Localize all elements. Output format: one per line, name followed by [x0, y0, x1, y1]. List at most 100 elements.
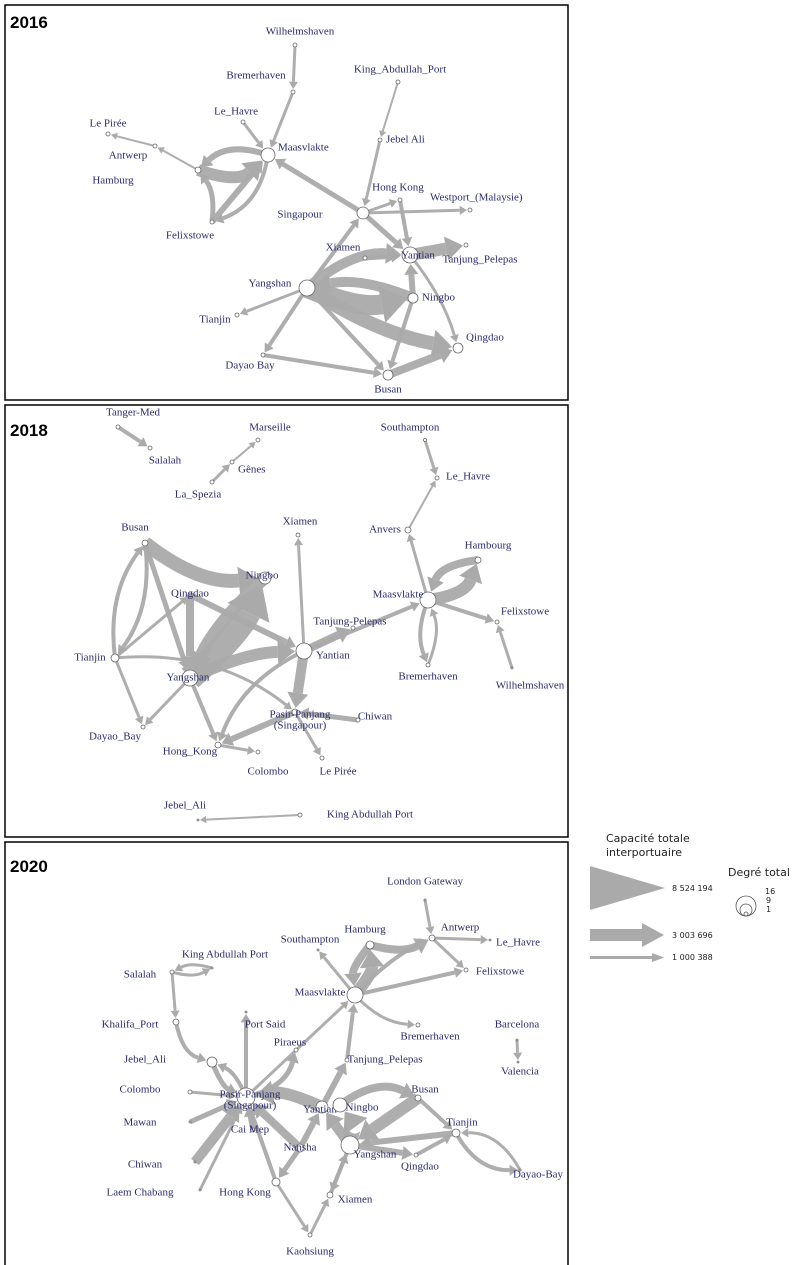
port-node [271, 1177, 281, 1187]
edge [407, 485, 434, 531]
edge [114, 655, 288, 707]
port-label: Ningbo [246, 570, 280, 582]
arrow-head [401, 1145, 414, 1160]
edge [188, 592, 288, 646]
port-label: Hong_Kong [163, 746, 218, 758]
port-node [194, 166, 202, 174]
arrow-head [239, 307, 249, 316]
arrow-head [201, 968, 211, 977]
port-label: Qingdao [466, 332, 504, 344]
arrow-head [137, 437, 148, 447]
edge [230, 709, 297, 743]
arrow-head [459, 205, 468, 215]
port-label: Dayao_Bay [89, 731, 141, 743]
port-label: Dayao Bay [225, 360, 275, 372]
port-label: Antwerp [441, 922, 480, 934]
edge [423, 439, 436, 469]
arrow-head [227, 584, 270, 623]
port-label: Le_Havre [496, 937, 540, 949]
legend-circle [739, 903, 753, 917]
port-node [365, 940, 375, 950]
port-label: (Singapour) [274, 720, 327, 732]
port-node [413, 1152, 419, 1158]
arrow-head [455, 959, 464, 968]
port-node [415, 1022, 421, 1028]
port-node [187, 592, 193, 598]
edge [272, 91, 295, 142]
arrow-head [377, 285, 408, 323]
port-node [298, 279, 316, 297]
port-node [140, 724, 146, 730]
arrow-head [334, 626, 351, 643]
port-label: Colombo [248, 766, 289, 778]
edges [110, 44, 523, 1236]
port-node [297, 812, 303, 818]
arrow-head [277, 639, 296, 665]
port-label: Hong Kong [219, 1187, 271, 1199]
edge [398, 199, 409, 239]
port-label: Ningbo [346, 1102, 380, 1114]
edge [468, 1131, 522, 1171]
edge [220, 649, 305, 735]
port-label: Tanjung_Pelepas [443, 254, 518, 266]
port-label: Le Pirée [320, 766, 357, 778]
port-node [255, 437, 261, 443]
edge [293, 711, 319, 750]
arrow-head [334, 1062, 347, 1076]
port-label: Qingdao [401, 1161, 439, 1173]
edge [209, 167, 259, 224]
port-node [187, 1089, 193, 1095]
port-label: Singapour [277, 209, 323, 221]
port-node [147, 445, 153, 451]
port-node [377, 137, 383, 143]
edge [431, 556, 479, 582]
port-node [110, 653, 120, 663]
arrow-head [388, 199, 398, 208]
edge [262, 353, 375, 375]
arrow-head [225, 1099, 237, 1111]
arrow-head [200, 154, 214, 168]
port-node [234, 312, 240, 318]
arrow-head [453, 967, 464, 978]
port-label: Dayao-Bay [513, 1169, 564, 1181]
arrow-head [312, 746, 321, 756]
port-node [316, 948, 320, 952]
port-label: Chiwan [128, 1159, 163, 1171]
edge [361, 211, 398, 245]
port-label: Marseille [249, 422, 291, 434]
port-node [434, 475, 440, 481]
port-node [206, 1056, 218, 1068]
edge [274, 1181, 306, 1228]
port-label: Barcelona [495, 1019, 540, 1031]
edge [187, 645, 279, 684]
port-node [382, 369, 394, 381]
arrow-head [228, 1090, 237, 1100]
arrow-head [418, 938, 429, 949]
arrow-head [480, 935, 489, 945]
arrow-head [269, 139, 278, 148]
arrow-head [401, 236, 413, 247]
port-node [346, 986, 364, 1004]
arrow-head [190, 649, 213, 670]
port-node [290, 89, 296, 95]
port-label: Valencia [501, 1066, 539, 1078]
port-node [295, 642, 313, 660]
arrow-head [459, 563, 483, 585]
arrow-head [300, 1223, 309, 1233]
edge [353, 993, 408, 1026]
port-label: Cai Mep [231, 1124, 270, 1136]
edge [231, 445, 252, 463]
legend-title: Capacité totale [606, 832, 690, 845]
port-label: Yantian [316, 650, 350, 662]
arrow-head [329, 1181, 340, 1192]
port-label: Xiamen [326, 242, 361, 254]
edge [188, 1102, 230, 1125]
edge [180, 963, 213, 970]
arrow-head [170, 1010, 180, 1019]
arrow-head [264, 342, 274, 353]
port-node [494, 619, 500, 625]
port-label: Yangshan [167, 672, 210, 684]
port-node [240, 119, 246, 125]
edge [140, 537, 240, 588]
port-node [260, 147, 276, 163]
